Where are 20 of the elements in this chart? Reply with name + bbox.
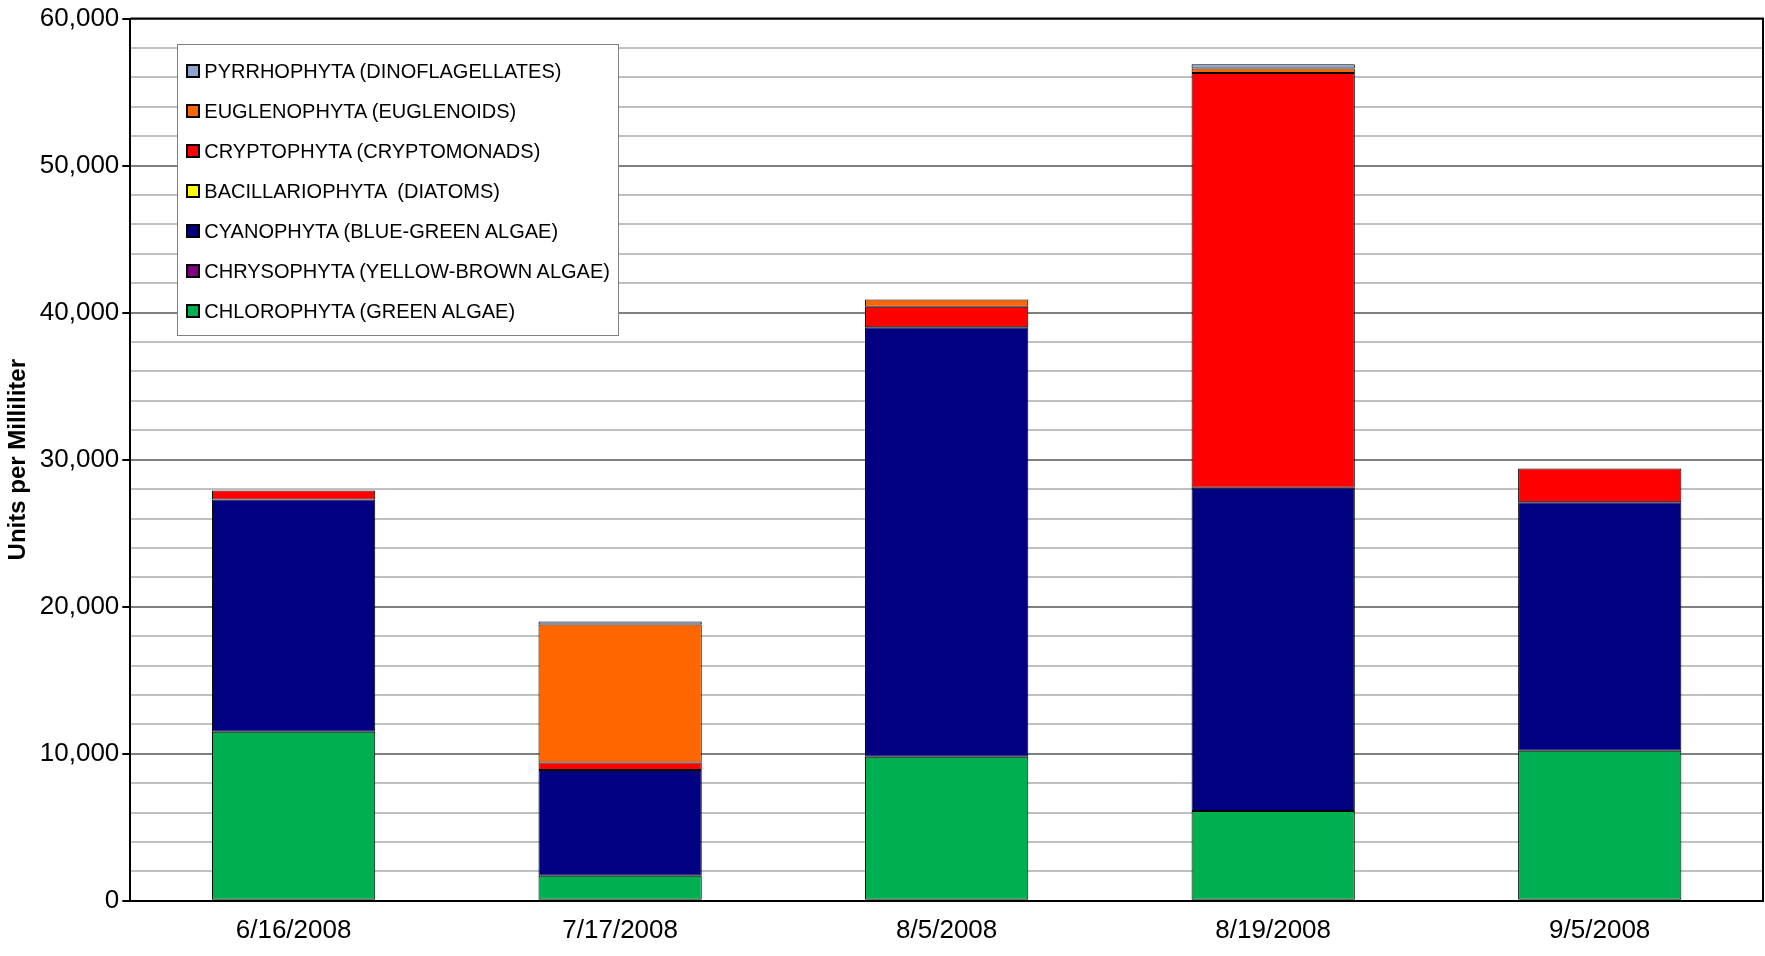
x-tick-label: 8/19/2008	[1215, 913, 1332, 944]
y-axis-title: Units per Milliliter	[3, 359, 31, 561]
y-tick-label: 10,000	[39, 736, 120, 767]
y-tick-label: 40,000	[39, 295, 120, 326]
y-tick-label: 60,000	[39, 1, 120, 32]
legend-label: CHRYSOPHYTA (YELLOW-BROWN ALGAE)	[204, 258, 610, 284]
y-tick-label: 30,000	[39, 442, 120, 473]
legend-label: PYRRHOPHYTA (DINOFLAGELLATES)	[204, 58, 562, 84]
legend-label: CHLOROPHYTA (GREEN ALGAE)	[204, 298, 516, 324]
legend-label: BACILLARIOPHYTA (DIATOMS)	[204, 178, 500, 204]
legend-label: CRYPTOPHYTA (CRYPTOMONADS)	[204, 138, 541, 164]
legend-label: EUGLENOPHYTA (EUGLENOIDS)	[204, 98, 517, 124]
y-tick-label: 50,000	[39, 148, 120, 179]
x-tick-label: 7/17/2008	[562, 913, 678, 944]
legend-label: CYANOPHYTA (BLUE-GREEN ALGAE)	[204, 218, 559, 244]
y-tick-label: 20,000	[39, 589, 120, 620]
x-tick-label: 9/5/2008	[1549, 913, 1651, 944]
x-tick-label: 6/16/2008	[235, 913, 352, 944]
x-tick-label: 8/5/2008	[896, 913, 998, 944]
y-tick-label: 0	[104, 883, 120, 914]
